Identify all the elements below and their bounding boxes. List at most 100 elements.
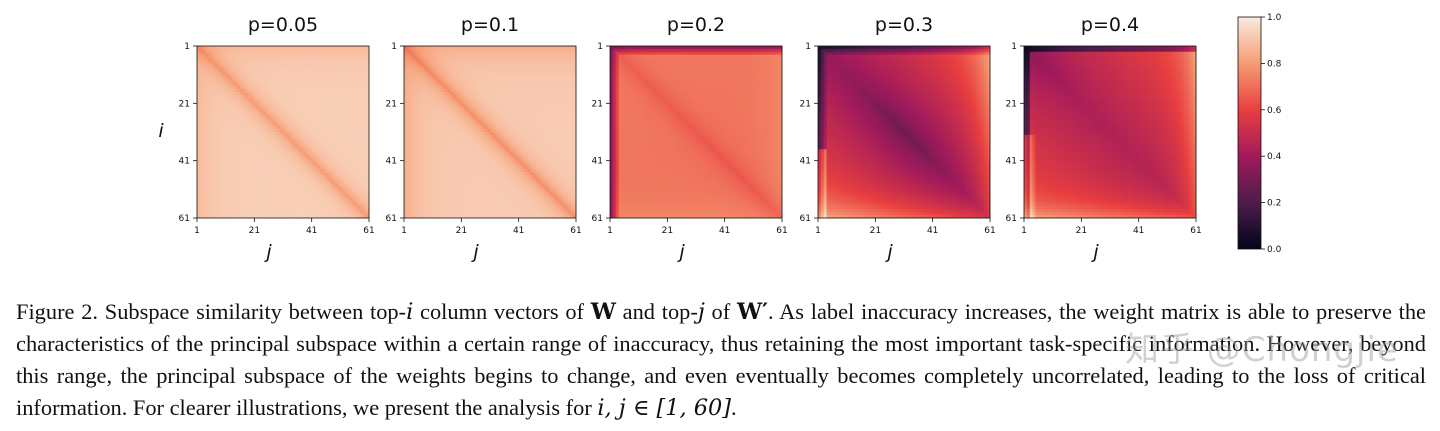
- heatmap-cell: [291, 197, 295, 202]
- heatmap-cell: [297, 80, 301, 84]
- heatmap-cell: [268, 206, 272, 210]
- heatmap-cell: [274, 91, 278, 96]
- heatmap-cell: [328, 68, 333, 73]
- heatmap-cell: [567, 97, 571, 101]
- heatmap-cell: [492, 74, 497, 78]
- heatmap-cell: [331, 68, 335, 73]
- heatmap-cell: [406, 103, 411, 107]
- heatmap-cell: [510, 68, 514, 73]
- heatmap-cell: [464, 94, 468, 98]
- heatmap-cell: [197, 195, 201, 199]
- heatmap-cell: [429, 106, 434, 110]
- heatmap-cell: [274, 114, 278, 119]
- heatmap-cell: [283, 154, 287, 159]
- heatmap-cell: [311, 152, 315, 156]
- heatmap-cell: [530, 46, 534, 50]
- heatmap-cell: [199, 126, 204, 130]
- heatmap-cell: [248, 206, 252, 210]
- heatmap-cell: [277, 154, 281, 159]
- heatmap-cell: [492, 89, 497, 93]
- heatmap-cell: [418, 63, 422, 67]
- heatmap-cell: [283, 200, 287, 205]
- heatmap-cell: [265, 68, 270, 73]
- heatmap-cell: [535, 77, 540, 81]
- heatmap-cell: [334, 206, 338, 210]
- heatmap-cell: [354, 68, 358, 73]
- heatmap-cell: [257, 86, 261, 90]
- heatmap-cell: [199, 111, 204, 116]
- heatmap-cell: [277, 123, 281, 127]
- heatmap-cell: [211, 48, 215, 53]
- heatmap-cell: [208, 106, 212, 110]
- heatmap-cell: [214, 83, 218, 87]
- heatmap-cell: [237, 180, 241, 184]
- heatmap-cell: [432, 71, 436, 76]
- heatmap-cell: [248, 109, 252, 113]
- heatmap-cell: [251, 117, 255, 121]
- heatmap-cell: [541, 71, 545, 76]
- heatmap-cell: [360, 212, 364, 216]
- heatmap-cell: [205, 175, 209, 179]
- heatmap-cell: [202, 48, 206, 53]
- heatmap-cell: [242, 97, 247, 101]
- heatmap-cell: [346, 154, 350, 159]
- heatmap-cell: [222, 106, 227, 110]
- heatmap-cell: [469, 66, 474, 70]
- heatmap-cell: [242, 63, 247, 67]
- heatmap-cell: [429, 100, 434, 104]
- heatmap-cell: [237, 111, 241, 116]
- heatmap-cell: [424, 86, 428, 90]
- heatmap-cell: [303, 68, 307, 73]
- heatmap-cell: [547, 57, 551, 61]
- heatmap-cell: [535, 68, 540, 73]
- heatmap-cell: [348, 152, 353, 156]
- heatmap-cell: [348, 120, 353, 124]
- heatmap-cell: [308, 114, 313, 119]
- heatmap-cell: [285, 57, 290, 61]
- heatmap-cell: [202, 163, 206, 167]
- heatmap-cell: [285, 46, 290, 50]
- heatmap-cell: [274, 97, 278, 101]
- heatmap-cell: [441, 100, 445, 104]
- heatmap-cell: [541, 46, 545, 50]
- heatmap-cell: [343, 215, 347, 219]
- heatmap-cell: [317, 200, 321, 205]
- heatmap-cell: [354, 197, 358, 202]
- heatmap-cell: [268, 60, 272, 64]
- heatmap-cell: [197, 89, 201, 93]
- heatmap-cell: [219, 97, 224, 101]
- heatmap-cell: [197, 146, 201, 150]
- heatmap-cell: [409, 83, 413, 87]
- heatmap-cell: [285, 48, 290, 53]
- heatmap-cell: [222, 197, 227, 202]
- heatmap-cell: [211, 137, 215, 141]
- heatmap-cell: [340, 163, 344, 167]
- heatmap-cell: [297, 175, 301, 179]
- heatmap-cell: [231, 68, 235, 73]
- heatmap-cell: [351, 169, 356, 173]
- heatmap-cell: [294, 146, 298, 150]
- heatmap-cell: [524, 77, 528, 81]
- heatmap-cell: [426, 68, 431, 73]
- heatmap-cell: [260, 209, 264, 213]
- heatmap-cell: [366, 140, 370, 144]
- heatmap-cell: [573, 71, 577, 76]
- heatmap-cell: [323, 60, 327, 64]
- heatmap-cell: [544, 51, 548, 55]
- heatmap-cell: [326, 192, 330, 196]
- heatmap-cell: [360, 83, 364, 87]
- heatmap-cell: [285, 91, 290, 96]
- heatmap-cell: [245, 57, 249, 61]
- heatmap-cell: [447, 109, 451, 113]
- heatmap-cell: [197, 157, 201, 162]
- heatmap-cell: [478, 74, 482, 78]
- heatmap-cell: [323, 152, 327, 156]
- heatmap-cell: [404, 103, 408, 107]
- heatmap-cell: [222, 46, 227, 50]
- heatmap-cell: [260, 51, 264, 55]
- heatmap-cell: [498, 68, 502, 73]
- heatmap-cell: [291, 186, 295, 190]
- heatmap-cell: [197, 97, 201, 101]
- heatmap-cell: [323, 154, 327, 159]
- heatmap-cell: [533, 74, 537, 78]
